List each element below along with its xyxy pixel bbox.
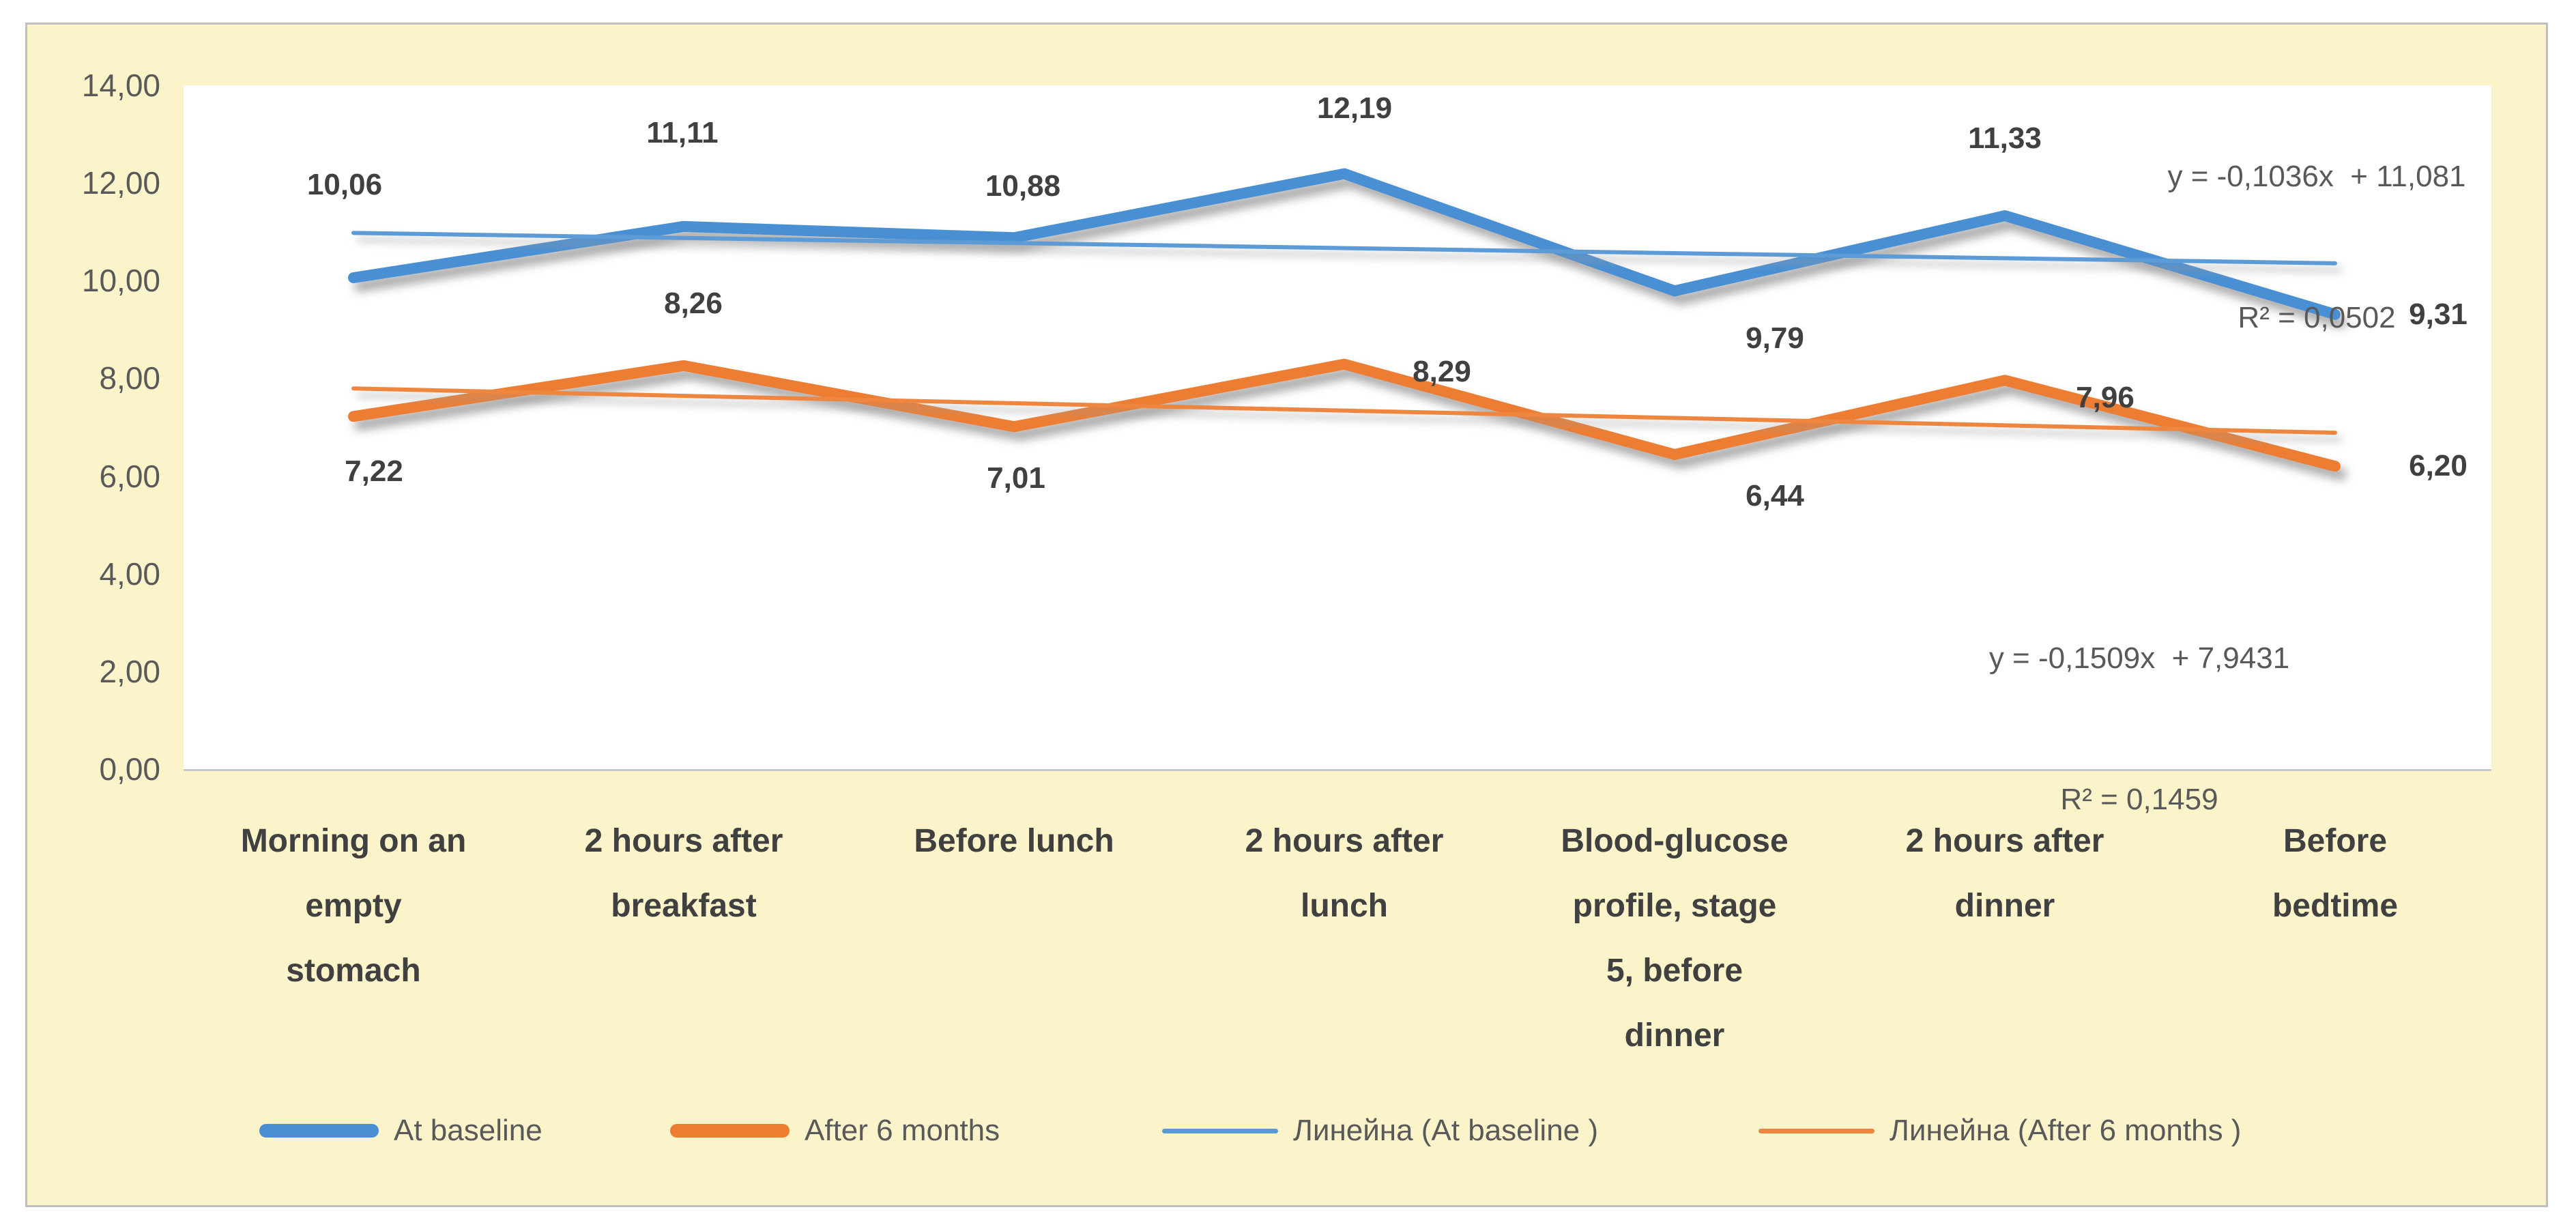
category-label: Morning on an empty stomach: [240, 823, 467, 989]
data-label: 8,26: [664, 286, 723, 320]
data-label: 11,11: [646, 115, 719, 149]
legend-label: Линейна (At baseline ): [1293, 1114, 1599, 1147]
data-label: 9,79: [1746, 321, 1804, 356]
category-label: Before lunch: [914, 823, 1114, 859]
trendline-after-6-months: [351, 386, 2337, 435]
y-axis-tick-label: 6,00: [99, 458, 160, 494]
category-label: Before bedtime: [2272, 823, 2399, 924]
data-label: 7,96: [2076, 381, 2134, 415]
legend-item: Линейна (After 6 months ): [1759, 1114, 2241, 1148]
legend-line-swatch: [670, 1124, 790, 1138]
category-label: Blood-glucose profile, stage 5, before d…: [1561, 823, 1789, 1054]
legend-label: After 6 months: [805, 1114, 1000, 1147]
data-label: 9,31: [2409, 297, 2468, 331]
legend-label: Линейна (After 6 months ): [1890, 1114, 2242, 1147]
y-axis-tick-label: 4,00: [99, 555, 160, 592]
y-axis-tick-label: 12,00: [81, 165, 160, 201]
legend-label: At baseline: [394, 1114, 542, 1147]
legend-item: After 6 months: [670, 1114, 1000, 1148]
data-label: 10,06: [306, 167, 383, 201]
data-label: 6,44: [1746, 479, 1804, 513]
legend-item: At baseline: [259, 1114, 542, 1148]
equation-text: y = -0,1036x + 11,081: [2167, 160, 2466, 193]
category-label: 2 hours after lunch: [1245, 823, 1444, 924]
data-label: 7,22: [345, 454, 403, 489]
series-line-at-baseline: [348, 168, 2341, 320]
y-axis-tick-label: 10,00: [81, 263, 160, 299]
r-squared-text: R² = 0,0502: [2238, 301, 2396, 334]
data-label: 6,20: [2409, 449, 2468, 483]
category-label: 2 hours after breakfast: [584, 823, 783, 924]
y-axis-tick-label: 0,00: [99, 751, 160, 787]
data-label: 10,88: [985, 169, 1061, 203]
y-axis-tick-label: 8,00: [99, 360, 160, 396]
category-label: 2 hours after dinner: [1905, 823, 2104, 924]
y-axis-tick-label: 2,00: [99, 653, 160, 689]
equation-text: y = -0,1509x + 7,9431: [1988, 641, 2290, 675]
data-label: 12,19: [1316, 91, 1393, 125]
data-label: 8,29: [1413, 354, 1471, 388]
legend-line-swatch: [259, 1124, 379, 1138]
legend-item: Линейна (At baseline ): [1162, 1114, 1598, 1148]
series-line-after-6-months: [348, 358, 2341, 472]
legend-line-swatch: [1162, 1128, 1278, 1133]
y-axis-tick-label: 14,00: [81, 68, 160, 103]
legend-line-swatch: [1759, 1128, 1875, 1133]
trendline-equation-after-6-months: y = -0,1509x + 7,9431 R² = 0,1459: [1989, 540, 2289, 870]
r-squared-text: R² = 0,1459: [2060, 783, 2218, 816]
data-label: 11,33: [1968, 121, 2042, 156]
trendline-at-baseline: [351, 231, 2337, 265]
data-label: 7,01: [987, 461, 1045, 495]
trendline-equation-at-baseline: y = -0,1036x + 11,081 R² = 0,0502: [2167, 59, 2465, 388]
